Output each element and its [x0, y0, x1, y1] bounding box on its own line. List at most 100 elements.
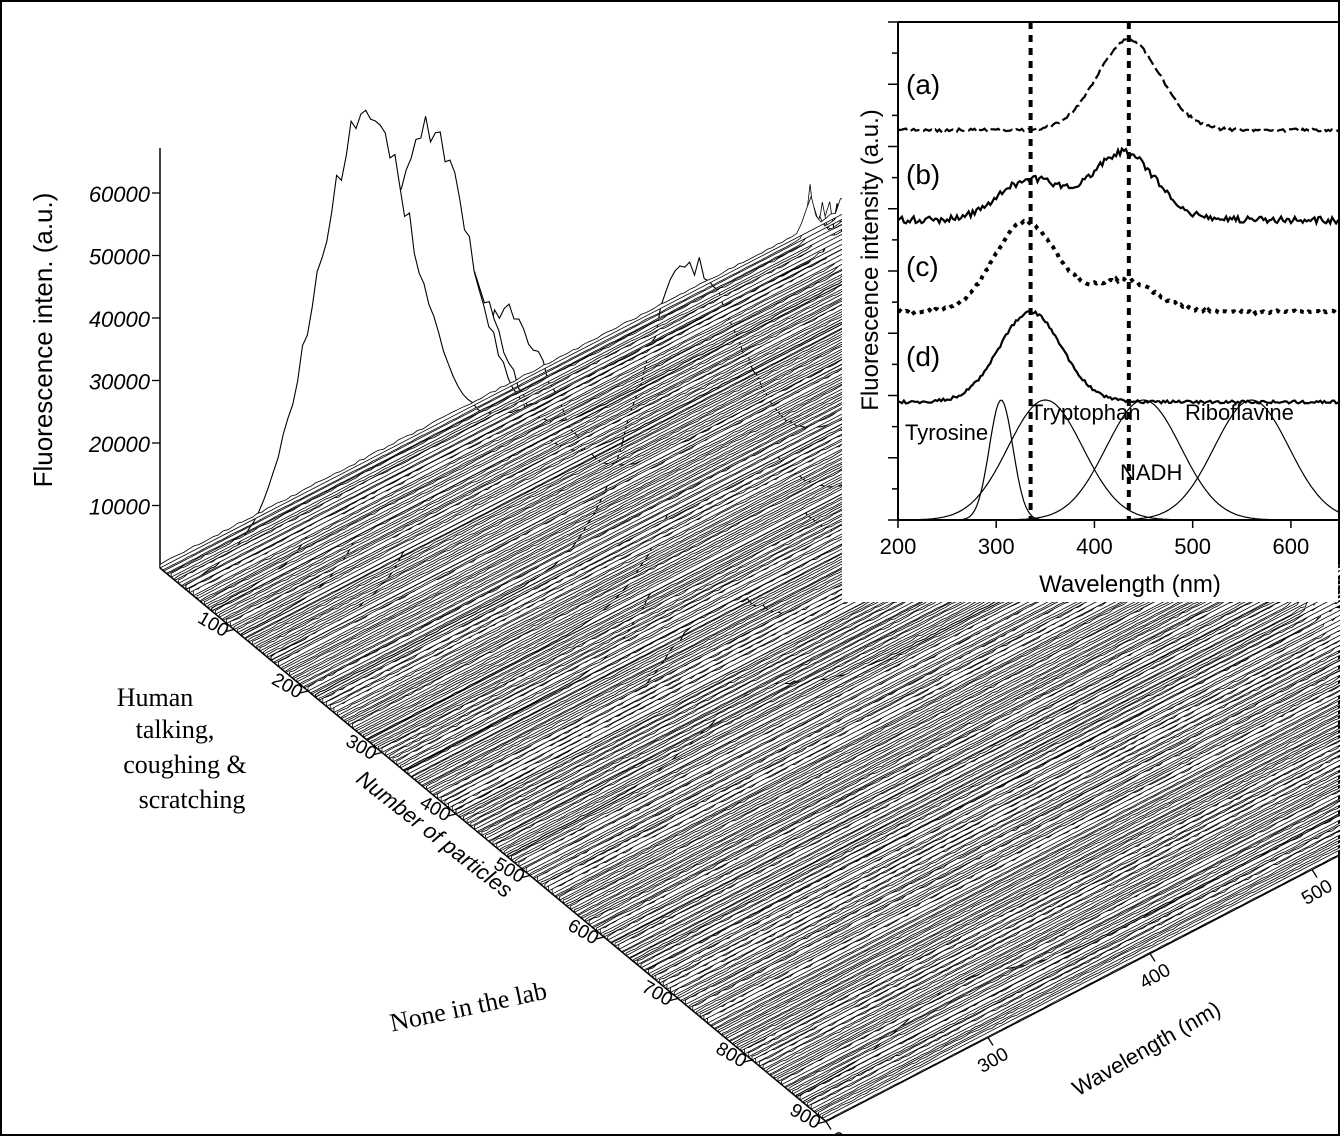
inset-x-tick-label: 500: [1174, 534, 1211, 559]
spectrum-trace: [699, 682, 1340, 1018]
particle-tick-mark: [373, 751, 383, 756]
intensity-tick-label: 10000: [89, 495, 151, 520]
reference-spectrum-label: Riboflavine: [1185, 400, 1294, 425]
annotation-human-line-2: talking,: [136, 715, 215, 744]
spectrum-trace: [688, 668, 1340, 1009]
spectrum-trace: [766, 771, 1340, 1073]
spectrum-trace: [762, 766, 1340, 1070]
reference-spectrum-label: NADH: [1120, 460, 1182, 485]
spectrum-trace: [640, 600, 1340, 969]
spectrum-trace: [614, 566, 1340, 947]
spectrum-trace: [622, 578, 1340, 954]
spectrum-trace: [803, 822, 1340, 1104]
wavelength-tick-mark: [1149, 953, 1156, 962]
particle-tick-mark: [817, 1120, 827, 1125]
spectrum-trace: [773, 782, 1340, 1080]
wavelength-tick-mark: [825, 1121, 832, 1130]
annotation-human-line-4: scratching: [139, 785, 246, 814]
spectrum-trace: [792, 806, 1340, 1095]
spectrum-trace: [592, 547, 1323, 929]
inset-background: [842, 2, 1338, 602]
spectrum-trace: [629, 588, 1340, 960]
inset-y-axis-label: Fluorescence intensity (a.u.): [857, 109, 884, 410]
intensity-tick-label: 40000: [89, 307, 151, 332]
spectrum-trace: [611, 563, 1340, 944]
spectrum-trace: [207, 224, 938, 609]
inset-series-label: (d): [906, 341, 940, 372]
spectrum-trace: [729, 723, 1340, 1043]
inset-x-tick-label: 200: [880, 534, 917, 559]
spectrum-trace: [633, 592, 1340, 963]
spectrum-trace: [651, 614, 1340, 978]
particle-tick-mark: [225, 628, 235, 633]
inset-x-tick-label: 600: [1273, 534, 1310, 559]
spectrum-trace: [222, 239, 953, 621]
intensity-tick-label: 60000: [89, 182, 151, 207]
spectrum-trace: [636, 596, 1340, 966]
reference-spectrum-label: Tyrosine: [905, 420, 988, 445]
spectrum-trace: [714, 703, 1340, 1030]
spectrum-trace: [788, 800, 1340, 1092]
spectrum-trace: [718, 707, 1340, 1033]
spectrum-trace: [777, 787, 1340, 1083]
spectrum-trace: [181, 206, 912, 588]
spectrum-trace: [625, 583, 1340, 957]
spectrum-trace: [167, 194, 897, 575]
spectrum-trace: [218, 235, 949, 618]
spectrum-trace: [744, 740, 1340, 1055]
particle-tick-mark: [299, 690, 309, 694]
particle-tick-mark: [743, 1059, 753, 1063]
spectrum-trace: [588, 541, 1319, 926]
spectrum-trace: [596, 548, 1326, 932]
inset-plot: 200 300 400 500 600 (a) (b) (c) (d) Tyrosine Trypt…: [880, 21, 1340, 559]
spectrum-trace: [710, 698, 1340, 1027]
spectrum-trace: [825, 853, 1340, 1123]
spectrum-trace: [784, 798, 1340, 1089]
reference-spectrum-line: [898, 399, 1340, 521]
intensity-axis-label: Fluorescence inten. (a.u.): [28, 193, 58, 488]
wavelength-tick-mark: [987, 1037, 994, 1046]
spectrum-trace: [677, 651, 1340, 1000]
spectrum-trace: [607, 556, 1338, 941]
spectrum-trace: [759, 759, 1340, 1067]
annotation-human-line-3: coughing &: [123, 750, 247, 779]
inset-chart: 200 300 400 500 600 (a) (b) (c) (d) Tyrosine Trypt…: [842, 2, 1340, 602]
spectrum-trace: [659, 613, 1340, 984]
inset-series-line: [897, 218, 1340, 317]
inset-series-line: [897, 309, 1340, 406]
spectrum-trace: [740, 737, 1340, 1052]
particle-tick-mark: [521, 874, 531, 879]
spectrum-trace: [200, 221, 931, 603]
inset-series-label: (b): [906, 159, 940, 190]
spectrum-trace: [747, 745, 1340, 1058]
intensity-tick-label: 30000: [89, 370, 151, 395]
spectrum-trace: [215, 228, 945, 615]
spectrum-trace: [770, 777, 1340, 1077]
spectrum-trace: [751, 750, 1340, 1061]
inset-x-tick-label: 400: [1076, 534, 1113, 559]
spectrum-trace: [821, 847, 1340, 1120]
spectrum-trace: [733, 727, 1340, 1046]
spectrum-trace: [204, 221, 934, 606]
particle-tick-mark: [595, 936, 605, 940]
spectrum-trace: [696, 676, 1340, 1015]
annotation-human-line-1: Human: [117, 683, 194, 712]
reference-spectrum-label: Tryptophan: [1030, 400, 1140, 425]
annotation-human: Human talking, coughing & scratching: [117, 683, 247, 814]
inset-series-line: [898, 37, 1340, 134]
spectrum-trace: [226, 242, 956, 625]
inset-x-tick-label: 300: [978, 534, 1015, 559]
inset-x-axis-label: Wavelength (nm): [1039, 571, 1221, 598]
inset-series-line: [897, 146, 1340, 227]
spectrum-trace: [673, 645, 1340, 997]
intensity-tick-label: 20000: [88, 432, 151, 457]
spectrum-trace: [603, 555, 1334, 938]
wavelength-tick-mark: [1311, 869, 1318, 878]
spectrum-trace: [681, 658, 1340, 1003]
inset-series-label: (a): [906, 69, 940, 100]
spectrum-trace: [685, 660, 1340, 1006]
spectrum-trace: [814, 837, 1340, 1113]
spectrum-trace: [725, 717, 1340, 1040]
spectrum-trace: [818, 841, 1340, 1116]
